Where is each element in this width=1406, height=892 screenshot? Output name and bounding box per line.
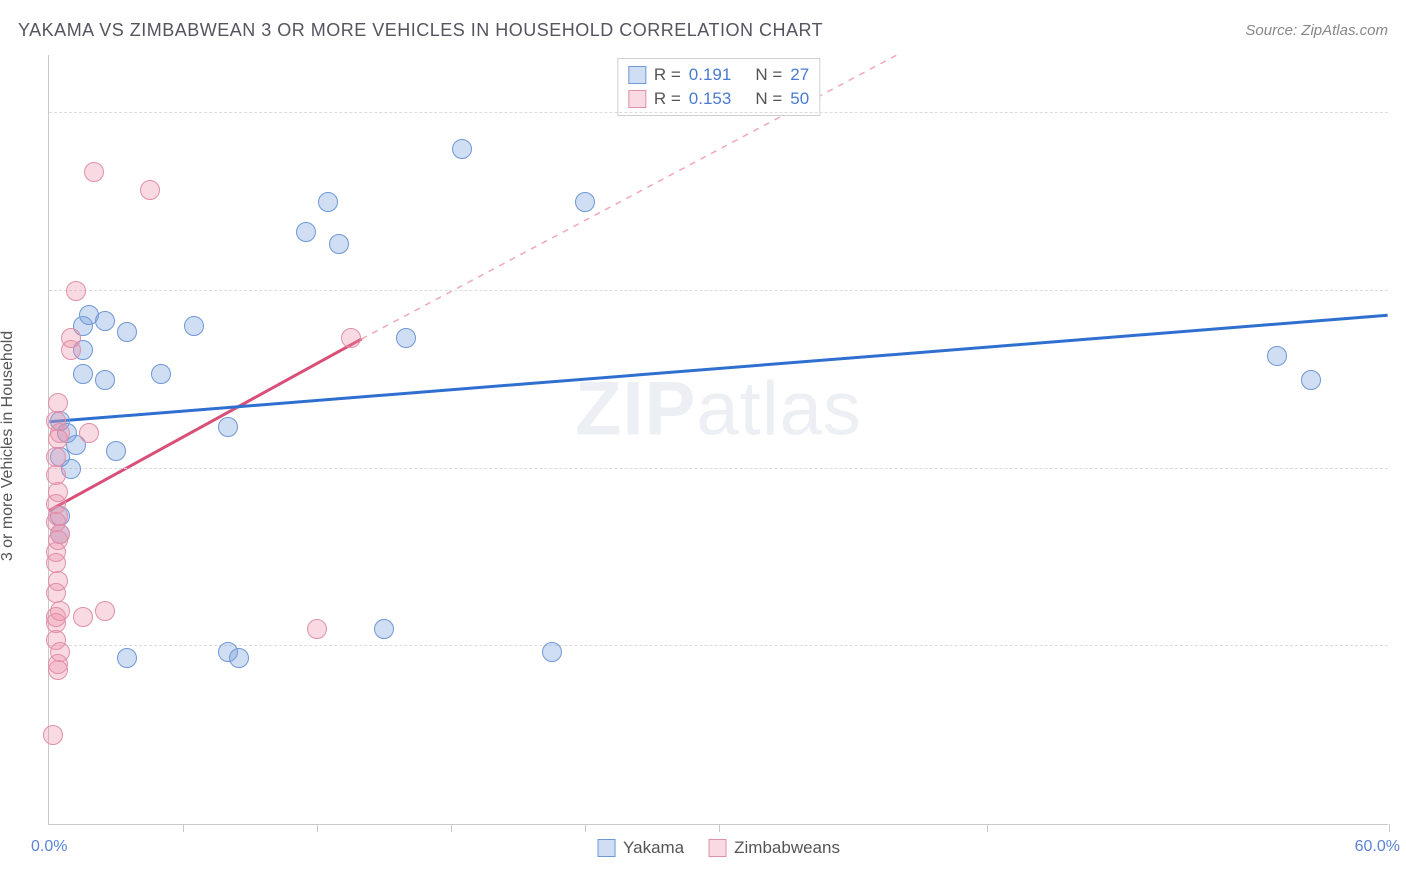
data-point — [307, 619, 327, 639]
gridline — [49, 645, 1388, 646]
scatter-plot-area: ZIPatlas R =0.191N =27R =0.153N =50 0.0%… — [48, 55, 1388, 825]
legend-swatch — [597, 839, 615, 857]
legend-n-label: N = — [755, 89, 782, 109]
data-point — [575, 192, 595, 212]
data-point — [296, 222, 316, 242]
data-point — [79, 423, 99, 443]
legend-n-value: 27 — [790, 65, 809, 85]
x-tick — [451, 824, 452, 832]
x-tick — [987, 824, 988, 832]
data-point — [396, 328, 416, 348]
data-point — [218, 417, 238, 437]
legend-r-label: R = — [654, 89, 681, 109]
data-point — [46, 447, 66, 467]
data-point — [117, 648, 137, 668]
data-point — [73, 607, 93, 627]
legend-r-label: R = — [654, 65, 681, 85]
data-point — [95, 370, 115, 390]
data-point — [43, 725, 63, 745]
data-point — [117, 322, 137, 342]
legend-item: Yakama — [597, 838, 684, 858]
data-point — [229, 648, 249, 668]
data-point — [341, 328, 361, 348]
data-point — [61, 328, 81, 348]
x-tick — [183, 824, 184, 832]
x-tick — [585, 824, 586, 832]
legend-r-value: 0.153 — [689, 89, 732, 109]
y-tick-label: 15.0% — [1398, 619, 1406, 637]
watermark: ZIPatlas — [575, 365, 862, 452]
data-point — [48, 571, 68, 591]
data-point — [66, 281, 86, 301]
gridline — [49, 112, 1388, 113]
x-axis-max-label: 60.0% — [1355, 838, 1400, 856]
data-point — [542, 642, 562, 662]
data-point — [84, 162, 104, 182]
data-point — [46, 411, 66, 431]
legend-r-value: 0.191 — [689, 65, 732, 85]
legend-label: Zimbabweans — [734, 838, 840, 858]
y-tick-label: 45.0% — [1398, 264, 1406, 282]
y-tick-label: 60.0% — [1398, 86, 1406, 104]
data-point — [50, 601, 70, 621]
gridline — [49, 290, 1388, 291]
data-point — [46, 630, 66, 650]
data-point — [106, 441, 126, 461]
data-point — [73, 364, 93, 384]
data-point — [95, 601, 115, 621]
data-point — [95, 311, 115, 331]
legend-row: R = 0.191 N = 27 — [628, 63, 809, 87]
data-point — [1301, 370, 1321, 390]
data-point — [452, 139, 472, 159]
data-point — [374, 619, 394, 639]
chart-title: YAKAMA VS ZIMBABWEAN 3 OR MORE VEHICLES … — [18, 20, 823, 41]
x-axis-min-label: 0.0% — [31, 838, 67, 856]
data-point — [329, 234, 349, 254]
x-tick — [1389, 824, 1390, 832]
y-tick-label: 30.0% — [1398, 442, 1406, 460]
legend-item: Zimbabweans — [708, 838, 840, 858]
chart-header: YAKAMA VS ZIMBABWEAN 3 OR MORE VEHICLES … — [18, 20, 1388, 41]
legend-row: R = 0.153 N = 50 — [628, 87, 809, 111]
trend-lines-layer — [49, 55, 1388, 824]
legend-n-value: 50 — [790, 89, 809, 109]
x-tick — [719, 824, 720, 832]
gridline — [49, 468, 1388, 469]
y-axis-label: 3 or more Vehicles in Household — [0, 331, 17, 561]
x-tick — [317, 824, 318, 832]
chart-source: Source: ZipAtlas.com — [1245, 22, 1388, 39]
data-point — [151, 364, 171, 384]
data-point — [1267, 346, 1287, 366]
data-point — [184, 316, 204, 336]
legend-swatch — [628, 90, 646, 108]
data-point — [140, 180, 160, 200]
data-point — [46, 465, 66, 485]
legend-swatch — [708, 839, 726, 857]
legend-n-label: N = — [755, 65, 782, 85]
legend-label: Yakama — [623, 838, 684, 858]
data-point — [318, 192, 338, 212]
correlation-legend: R = 0.191 N = 27 R = 0.153 N = 50 — [617, 58, 820, 116]
series-legend: Yakama Zimbabweans — [597, 838, 840, 858]
legend-swatch — [628, 66, 646, 84]
data-point — [48, 393, 68, 413]
data-point — [48, 482, 68, 502]
